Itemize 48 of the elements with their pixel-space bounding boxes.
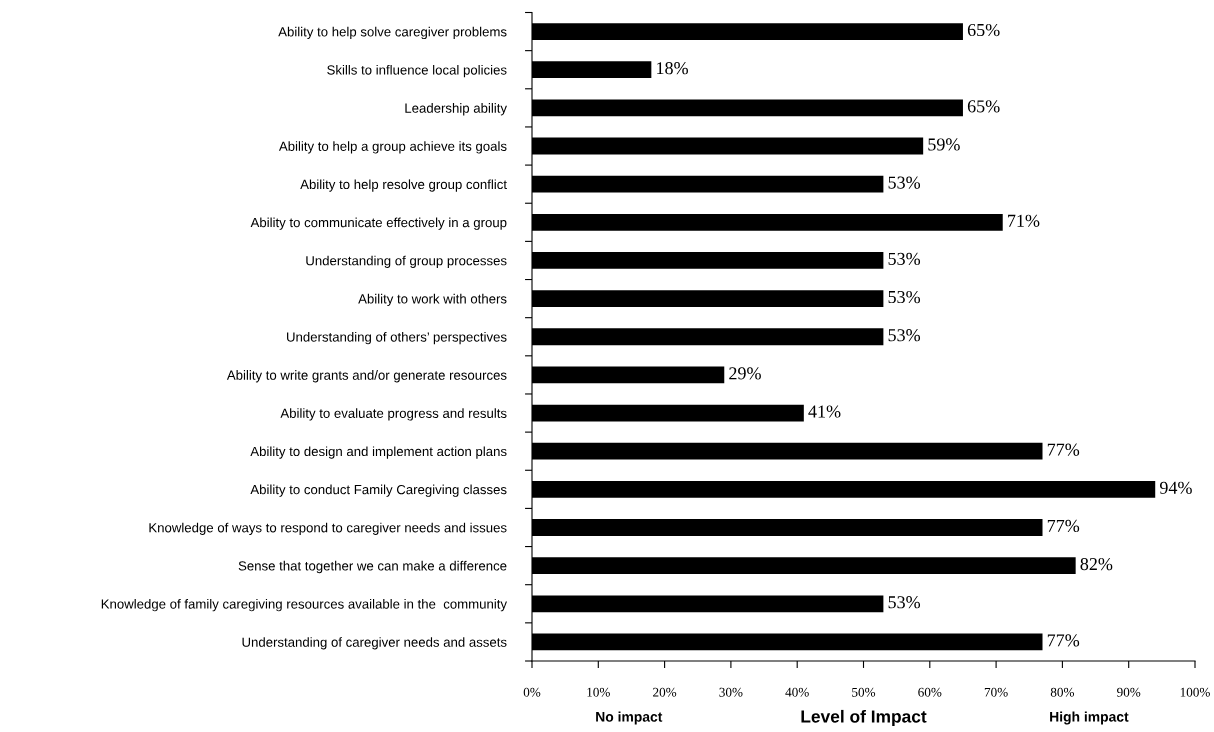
- y-tick-label: Leadership ability: [405, 103, 507, 116]
- data-label: 53%: [888, 176, 921, 189]
- data-label: 65%: [967, 23, 1000, 37]
- y-tick-label: Ability to help resolve group conflict: [300, 179, 507, 192]
- data-label: 77%: [1047, 519, 1080, 533]
- data-label: 29%: [729, 367, 761, 380]
- data-label: 82%: [1080, 557, 1113, 571]
- data-label: 53%: [888, 252, 921, 266]
- y-tick-label: Ability to write grants and/or generate resources: [226, 370, 507, 383]
- data-label: 53%: [888, 596, 921, 609]
- data-label: 77%: [1047, 634, 1080, 647]
- x-tick-label: 10%: [587, 687, 610, 697]
- text: High impact: [1050, 711, 1129, 725]
- x-tick-label: 40%: [785, 687, 809, 697]
- y-tick-label: Knowledge of ways to respond to caregiver needs and issues: [149, 522, 507, 535]
- y-tick-label: Understanding of group processes: [306, 255, 507, 268]
- data-label: 41%: [808, 405, 841, 418]
- y-tick-label: Ability to communicate effectively in a group: [250, 217, 507, 230]
- y-tick-label: Ability to conduct Family Caregiving classes: [250, 484, 507, 497]
- x-tick-label: 30%: [719, 687, 743, 697]
- y-tick-label: Understanding of caregiver needs and assets: [242, 637, 507, 650]
- x-tick-label: 20%: [653, 687, 677, 697]
- y-tick-label: Ability to help solve caregiver problems: [278, 26, 507, 40]
- data-label: 53%: [888, 329, 921, 342]
- data-label: 65%: [967, 100, 1000, 113]
- data-label: 59%: [928, 138, 960, 151]
- y-tick-label: Ability to design and implement action plans: [250, 446, 507, 459]
- y-tick-label: Ability to help a group achieve its goals: [278, 141, 507, 154]
- x-tick-label: 100%: [1180, 687, 1210, 697]
- x-tick-label: 70%: [984, 687, 1008, 697]
- y-tick-label: Understanding of others’ perspectives: [287, 331, 507, 345]
- text: No impact: [596, 711, 663, 725]
- y-tick-label: Ability to work with others: [358, 293, 507, 307]
- data-label: 18%: [657, 62, 688, 75]
- y-tick-label: Ability to evaluate progress and results: [280, 408, 507, 421]
- x-tick-label: 60%: [918, 687, 942, 697]
- x-tick-label: 50%: [852, 687, 876, 697]
- y-tick-label: Sense that together we can make a difference: [238, 560, 507, 574]
- y-tick-label: Skills to influence local policies: [327, 64, 507, 78]
- y-tick-label: Knowledge of family caregiving resources available in the community: [101, 599, 507, 612]
- x-tick-label: 90%: [1117, 687, 1141, 697]
- data-label: 77%: [1047, 443, 1080, 456]
- data-label: 94%: [1159, 481, 1192, 494]
- data-label: 53%: [888, 290, 921, 304]
- data-label: 71%: [1008, 214, 1040, 227]
- x-axis-title: Level of Impact: [801, 709, 927, 727]
- x-tick-label: 80%: [1050, 687, 1075, 697]
- x-tick-label: 0%: [523, 687, 541, 697]
